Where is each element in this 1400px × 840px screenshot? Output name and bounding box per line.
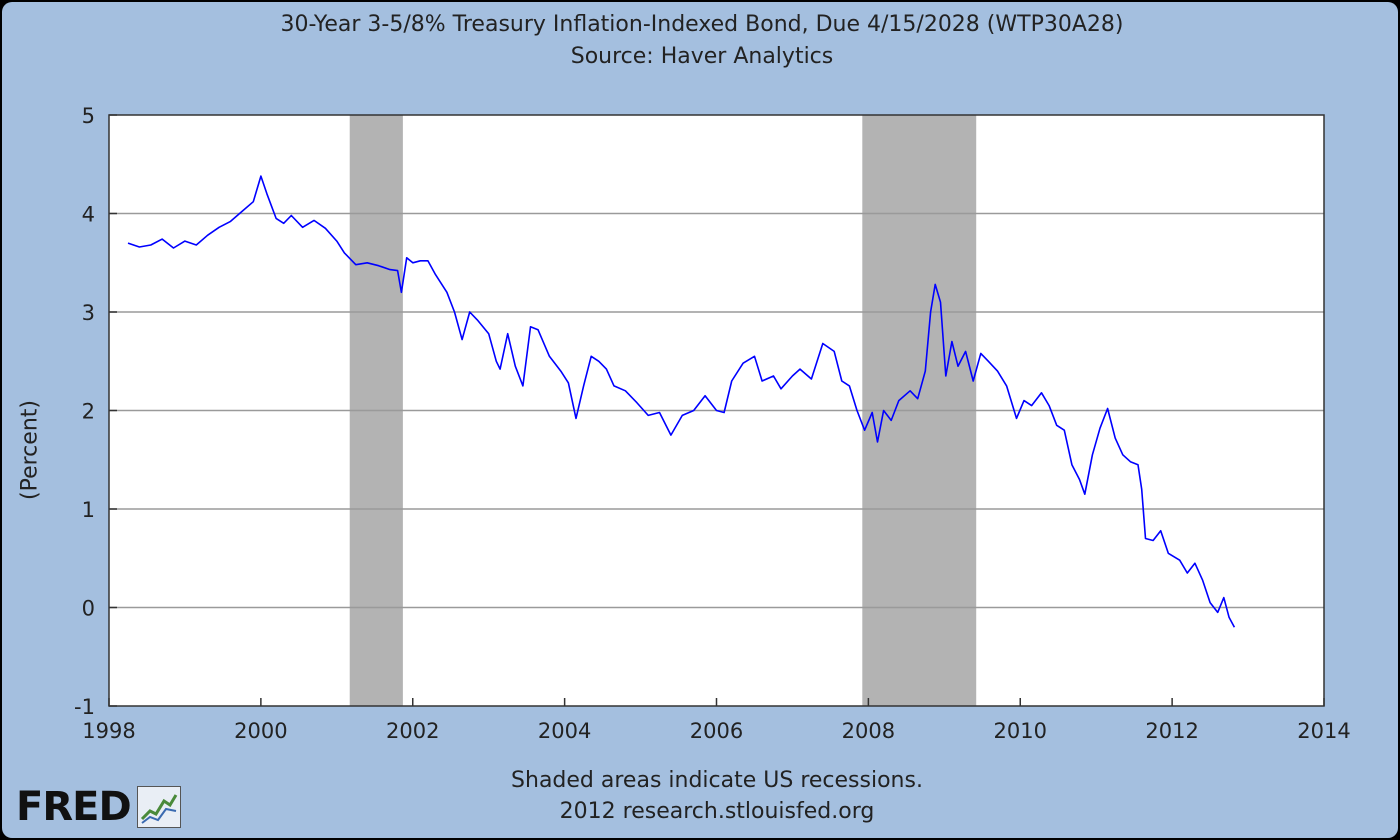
series-layer <box>127 175 1236 628</box>
recession-footnote: Shaded areas indicate US recessions. <box>511 768 923 793</box>
y-axis-ticks: -1 0 1 2 3 4 5 <box>74 104 117 719</box>
y-tick-label: 5 <box>82 104 95 128</box>
y-axis-label: (Percent) <box>17 400 43 500</box>
x-axis-ticks: 1998 2000 2002 2004 2006 2008 2010 2012 2014 <box>82 698 1351 743</box>
chart-title: 30-Year 3-5/8% Treasury Inflation-Indexe… <box>280 12 1124 37</box>
fred-logo-text: FRED <box>16 784 132 830</box>
x-tick-label: 2006 <box>690 719 743 743</box>
chart-subtitle: Source: Haver Analytics <box>570 44 834 69</box>
y-tick-label: 2 <box>82 400 95 424</box>
y-tick-label: 4 <box>82 203 95 227</box>
x-tick-label: 2004 <box>538 719 591 743</box>
x-tick-label: 2002 <box>386 719 439 743</box>
x-tick-label: 2000 <box>234 719 287 743</box>
y-tick-label: -1 <box>74 695 95 719</box>
x-tick-label: 2014 <box>1297 719 1350 743</box>
x-tick-label: 1998 <box>82 719 135 743</box>
x-tick-label: 2010 <box>994 719 1047 743</box>
x-tick-label: 2012 <box>1145 719 1198 743</box>
y-tick-label: 0 <box>82 597 95 621</box>
y-tick-label: 1 <box>82 498 95 522</box>
chart-graph-icon <box>136 786 181 828</box>
x-tick-label: 2008 <box>842 719 895 743</box>
series-line-0 <box>127 175 1236 628</box>
y-tick-label: 3 <box>82 301 95 325</box>
source-credit: 2012 research.stlouisfed.org <box>559 799 875 824</box>
fred-logo: FRED <box>16 784 181 830</box>
